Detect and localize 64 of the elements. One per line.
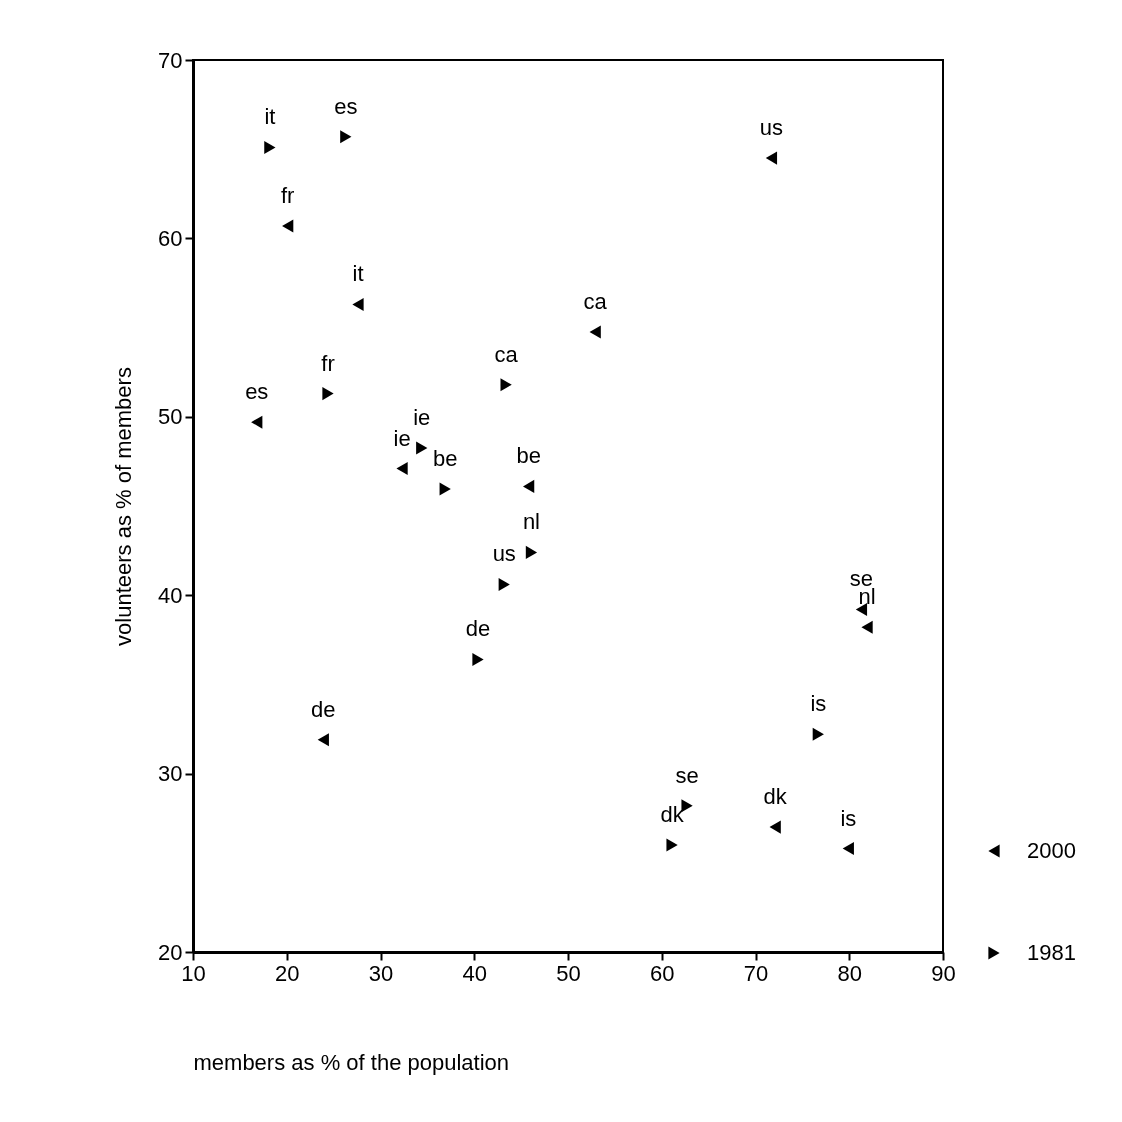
annotation: de [465, 616, 491, 642]
point [500, 378, 512, 392]
point [322, 387, 334, 401]
annotation: se [675, 762, 699, 788]
point [352, 297, 364, 311]
annotation: ie [393, 425, 411, 451]
point [769, 820, 781, 834]
x-tick-label: 90 [931, 960, 956, 986]
point [282, 219, 294, 233]
point [396, 462, 408, 476]
annotation: fr [321, 350, 335, 376]
point [842, 842, 854, 856]
point [855, 602, 868, 616]
annotation: is [840, 805, 857, 831]
point [812, 727, 824, 741]
annotation: be [516, 443, 541, 469]
y-tick-label: 60 [158, 225, 183, 251]
annotation: ca [583, 289, 608, 315]
annotation: us [492, 541, 516, 567]
point [340, 130, 352, 144]
point [666, 838, 678, 852]
annotation: it [352, 261, 364, 287]
point [251, 415, 263, 429]
legend-label: 2000 [1027, 838, 1076, 863]
annotation: es [334, 93, 358, 119]
annotation: dk [660, 801, 685, 827]
point [317, 733, 329, 747]
y-tick-label: 40 [158, 582, 183, 608]
legend-label: 1981 [1027, 940, 1076, 965]
point [765, 151, 778, 165]
point [264, 140, 276, 154]
point [439, 482, 451, 496]
x-tick-label: 10 [181, 960, 206, 986]
x-axis-title: members as % of the population [193, 1049, 510, 1075]
annotation: us [759, 115, 784, 141]
annotation: fr [280, 182, 295, 208]
annotation: nl [522, 509, 540, 535]
x-tick-label: 50 [556, 960, 581, 986]
annotation: es [245, 379, 269, 405]
y-tick-label: 20 [158, 939, 183, 965]
annotation: dk [763, 784, 788, 810]
point [861, 620, 873, 634]
point [416, 441, 428, 455]
x-tick-label: 20 [275, 960, 300, 986]
annotation: be [432, 446, 458, 472]
y-axis-title: volunteers as % of members [111, 367, 137, 646]
annotation: is [810, 691, 827, 717]
annotation: ie [413, 405, 431, 431]
annotation: it [264, 104, 276, 130]
y-tick-label: 50 [158, 404, 183, 430]
point [525, 545, 538, 559]
x-tick-label: 30 [368, 960, 394, 986]
x-tick-label: 70 [743, 960, 769, 986]
point [498, 577, 510, 592]
annotation: ca [494, 341, 519, 367]
y-tick-label: 30 [158, 761, 183, 787]
point [522, 479, 535, 493]
x-tick-label: 40 [462, 960, 487, 986]
annotation: de [311, 696, 336, 722]
point [589, 325, 601, 339]
x-tick-label: 80 [837, 960, 862, 986]
point [472, 652, 484, 666]
x-tick-label: 60 [650, 960, 675, 986]
y-tick-label: 70 [158, 47, 183, 73]
